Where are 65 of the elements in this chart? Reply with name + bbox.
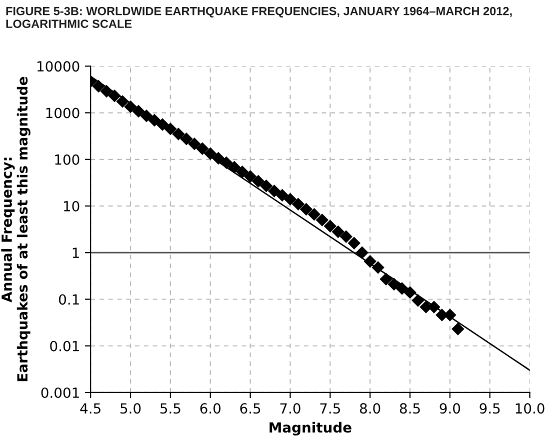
point: [220, 156, 233, 170]
point: [132, 104, 145, 118]
x-tick-label: 9.5: [480, 403, 500, 414]
y-tick-label: 0.01: [50, 340, 79, 352]
point: [260, 180, 273, 192]
x-tick-label: 5.5: [160, 403, 180, 414]
point: [204, 147, 217, 160]
point: [404, 286, 416, 299]
point: [156, 118, 169, 131]
point: [300, 202, 313, 216]
point: [396, 282, 408, 295]
point: [164, 122, 177, 136]
x-tick-label: 9.0: [440, 403, 460, 414]
x-tick-label: 6.0: [200, 403, 220, 414]
point: [388, 278, 400, 291]
y-tick-label: 1000: [46, 108, 80, 118]
y-tick-label: 100: [55, 154, 80, 165]
x-tick-label: 8.0: [360, 403, 380, 414]
point: [452, 322, 464, 336]
point: [324, 220, 337, 233]
point: [292, 198, 305, 210]
point: [92, 80, 105, 93]
x-tick-label: 7.0: [280, 403, 300, 414]
point: [244, 170, 257, 183]
point: [140, 109, 153, 122]
point: [364, 254, 376, 268]
point: [124, 100, 137, 114]
point: [180, 132, 193, 146]
x-tick-label: 10.0: [516, 403, 544, 414]
point: [172, 128, 185, 140]
y-tick-label: 0.001: [41, 387, 79, 398]
point: [372, 261, 384, 274]
point: [348, 236, 360, 250]
y-tick-label: 1: [72, 248, 79, 258]
point: [412, 294, 424, 307]
point: [380, 272, 392, 286]
point: [284, 192, 297, 206]
point: [276, 188, 289, 202]
point: [356, 246, 368, 259]
y-axis-title: Annual Frequency: Earthquakes of at least this magnitude: [1, 76, 30, 382]
x-tick-label: 8.5: [400, 403, 420, 414]
point: [228, 160, 241, 174]
x-tick-label: 4.5: [80, 403, 100, 414]
point: [340, 230, 352, 244]
point: [252, 174, 265, 188]
point: [236, 166, 249, 178]
y-tick-label: 10000: [38, 61, 80, 72]
x-tick-label: 5.0: [120, 403, 141, 414]
point: [212, 152, 225, 165]
point: [332, 225, 344, 238]
point: [116, 95, 129, 108]
y-tick-label: 0.1: [58, 294, 79, 305]
point: [316, 214, 329, 226]
point: [108, 90, 121, 102]
point: [308, 208, 321, 221]
point: [148, 114, 161, 127]
point: [196, 142, 209, 156]
y-tick-label: 10: [64, 200, 80, 212]
point: [188, 138, 201, 150]
point: [268, 184, 281, 198]
chart-title: FIGURE 5-3B: WORLDWIDE EARTHQUAKE FREQUENCIES, JANUARY 1964–MARCH 2012, LOGARITHMIC SCALE: [6, 6, 512, 28]
x-tick-label: 6.5: [240, 403, 260, 414]
point: [100, 84, 113, 98]
x-axis-title: Magnitude: [270, 422, 352, 436]
x-tick-label: 7.5: [320, 403, 340, 414]
